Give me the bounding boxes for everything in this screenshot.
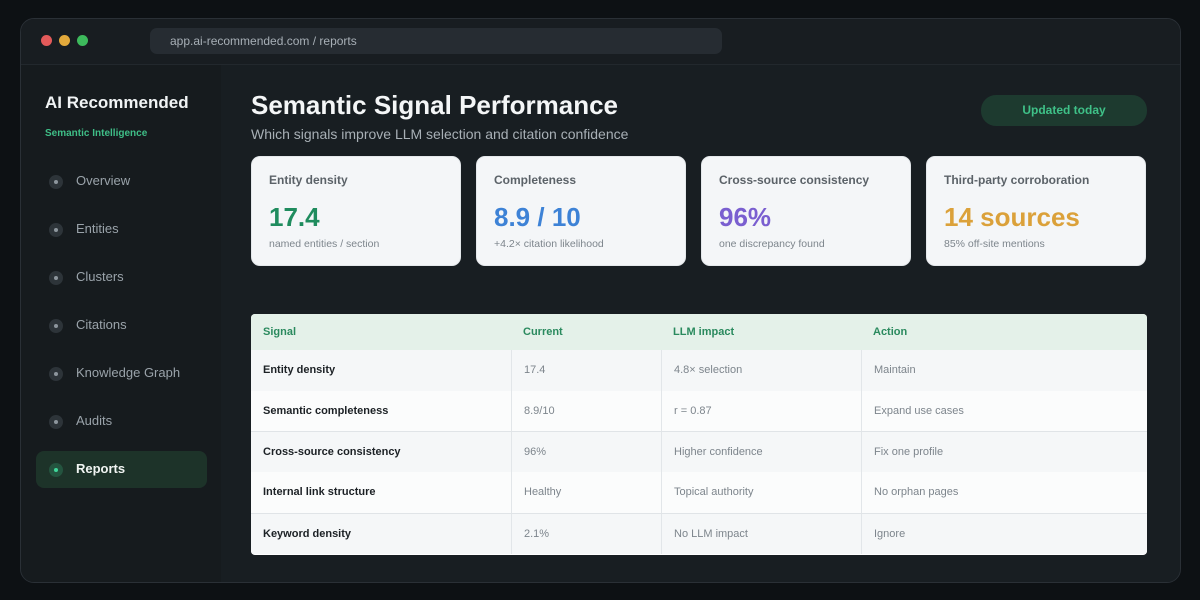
action-cell: No orphan pages xyxy=(861,472,1147,513)
page-subtitle: Which signals improve LLM selection and … xyxy=(251,126,629,142)
card-note: 85% off-site mentions xyxy=(944,238,1045,250)
sidebar-item-reports[interactable]: Reports xyxy=(36,451,207,488)
card-label: Cross-source consistency xyxy=(719,173,870,187)
nav-dot-icon xyxy=(49,223,63,237)
signal-cell: Semantic completeness xyxy=(263,405,389,417)
address-bar[interactable]: app.ai-recommended.com / reports xyxy=(150,28,722,54)
action-cell: Maintain xyxy=(861,350,1147,391)
page-title: Semantic Signal Performance xyxy=(251,90,619,120)
sidebar-item-knowledge-graph[interactable]: Knowledge Graph xyxy=(36,355,207,392)
nav-dot-icon xyxy=(49,463,63,477)
column-header-signal: Signal xyxy=(263,326,297,338)
sidebar-item-label: Audits xyxy=(76,413,113,428)
updated-badge: Updated today xyxy=(981,95,1147,126)
table-row: Cross-source consistency 96% Higher conf… xyxy=(251,431,1147,472)
sidebar-item-label: Citations xyxy=(76,317,127,332)
card-value: 8.9 / 10 xyxy=(494,202,581,232)
title-bar: app.ai-recommended.com / reports xyxy=(21,19,1180,65)
impact-cell: Higher confidence xyxy=(661,432,861,472)
current-cell: 96% xyxy=(511,432,661,472)
current-cell: 8.9/10 xyxy=(511,391,661,432)
card-value: 14 sources xyxy=(944,202,1080,232)
sidebar-item-clusters[interactable]: Clusters xyxy=(36,259,207,296)
sidebar-item-label: Reports xyxy=(76,461,126,476)
maximize-window-button[interactable] xyxy=(77,35,88,46)
impact-cell: 4.8× selection xyxy=(661,350,861,391)
impact-cell: No LLM impact xyxy=(661,514,861,554)
brand-name: AI Recommended xyxy=(45,93,189,112)
table-row: Semantic completeness 8.9/10 r = 0.87 Ex… xyxy=(251,391,1147,432)
impact-cell: Topical authority xyxy=(661,472,861,513)
nav-dot-icon xyxy=(49,175,63,189)
main-content: Semantic Signal Performance Which signal… xyxy=(221,65,1180,582)
app-window: app.ai-recommended.com / reports AI Reco… xyxy=(20,18,1181,583)
sidebar-item-entities[interactable]: Entities xyxy=(36,211,207,248)
signals-table: Signal Current LLM impact Action Entity … xyxy=(251,314,1147,555)
action-cell: Ignore xyxy=(861,514,1147,554)
card-label: Entity density xyxy=(269,173,348,187)
impact-cell: r = 0.87 xyxy=(661,391,861,432)
card-value: 96% xyxy=(719,202,772,232)
sidebar-item-audits[interactable]: Audits xyxy=(36,403,207,440)
sidebar-item-label: Clusters xyxy=(76,269,124,284)
nav-dot-icon xyxy=(49,415,63,429)
table-row: Entity density 17.4 4.8× selection Maint… xyxy=(251,350,1147,391)
nav-dot-icon xyxy=(49,367,63,381)
metric-card-corroboration: Third-party corroboration 14 sources 85%… xyxy=(926,156,1146,266)
table-row: Keyword density 2.1% No LLM impact Ignor… xyxy=(251,513,1147,554)
close-window-button[interactable] xyxy=(41,35,52,46)
signal-cell: Entity density xyxy=(263,364,336,376)
action-cell: Expand use cases xyxy=(861,391,1147,432)
sidebar-item-label: Entities xyxy=(76,221,119,236)
metric-card-consistency: Cross-source consistency 96% one discrep… xyxy=(701,156,911,266)
card-note: one discrepancy found xyxy=(719,238,825,250)
sidebar-item-citations[interactable]: Citations xyxy=(36,307,207,344)
table-header-row: Signal Current LLM impact Action xyxy=(251,314,1147,350)
table-row: Internal link structure Healthy Topical … xyxy=(251,472,1147,513)
card-note: named entities / section xyxy=(269,238,380,250)
signal-cell: Cross-source consistency xyxy=(263,446,401,458)
signal-cell: Keyword density xyxy=(263,528,352,540)
column-header-action: Action xyxy=(873,326,908,338)
sidebar-item-label: Knowledge Graph xyxy=(76,365,181,380)
action-cell: Fix one profile xyxy=(861,432,1147,472)
metric-card-completeness: Completeness 8.9 / 10 +4.2× citation lik… xyxy=(476,156,686,266)
column-header-llm-impact: LLM impact xyxy=(673,326,735,338)
minimize-window-button[interactable] xyxy=(59,35,70,46)
brand-subtitle: Semantic Intelligence xyxy=(45,128,148,139)
card-note: +4.2× citation likelihood xyxy=(494,238,604,250)
sidebar: AI Recommended Semantic Intelligence Ove… xyxy=(21,65,221,582)
current-cell: Healthy xyxy=(511,472,661,513)
nav-dot-icon xyxy=(49,271,63,285)
column-header-current: Current xyxy=(523,326,563,338)
card-label: Completeness xyxy=(494,173,577,187)
metric-card-entity-density: Entity density 17.4 named entities / sec… xyxy=(251,156,461,266)
sidebar-item-overview[interactable]: Overview xyxy=(36,163,207,200)
nav-dot-icon xyxy=(49,319,63,333)
current-cell: 2.1% xyxy=(511,514,661,554)
current-cell: 17.4 xyxy=(511,350,661,391)
sidebar-item-label: Overview xyxy=(76,173,131,188)
card-value: 17.4 xyxy=(269,202,320,232)
signal-cell: Internal link structure xyxy=(263,486,376,498)
card-label: Third-party corroboration xyxy=(944,173,1090,187)
